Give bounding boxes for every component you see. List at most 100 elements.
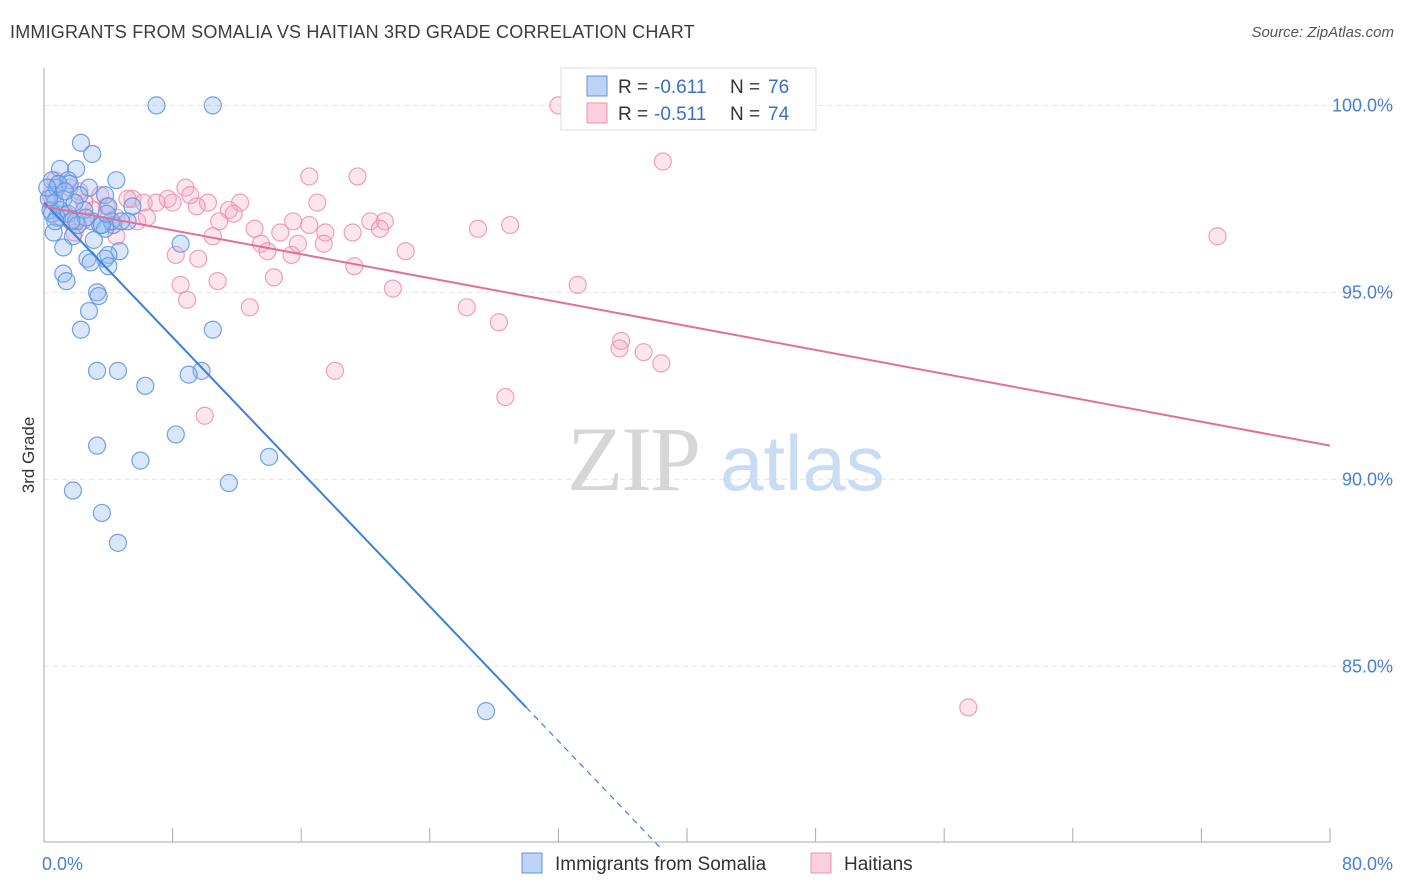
- legend-somalia-n-value: 76: [768, 77, 789, 98]
- somalia-point-58: [476, 702, 496, 721]
- haitian-point-2: [300, 167, 319, 186]
- legend-haitians-r-label: R =: [618, 104, 648, 125]
- haitian-point-12: [308, 193, 327, 212]
- somalia-point-65: [49, 174, 68, 194]
- haitian-point-31: [245, 219, 264, 238]
- x-ticks: [43, 828, 1331, 842]
- haitian-point-26: [300, 215, 319, 235]
- series-legend: Immigrants from Somalia Haitians: [521, 852, 913, 875]
- haitian-point-45: [189, 249, 208, 268]
- somalia-point-56: [92, 503, 111, 523]
- haitian-point-62: [195, 406, 214, 425]
- y-tick-label-95: 95.0%: [1342, 282, 1393, 302]
- haitian-point-17: [224, 204, 243, 223]
- haitian-point-24: [210, 212, 229, 231]
- somalia-point-32: [110, 242, 129, 261]
- haitian-point-35: [370, 219, 390, 238]
- somalia-point-6: [107, 171, 126, 190]
- y-tick-label-85: 85.0%: [1342, 656, 1393, 676]
- haitian-point-10: [198, 193, 218, 212]
- haitian-point-15: [187, 197, 206, 216]
- legend-haitians-n-label: N =: [730, 104, 760, 125]
- legend-somalia-r-label: R =: [618, 77, 648, 98]
- somalia-point-45: [87, 361, 107, 380]
- somalia-point-3: [83, 144, 102, 164]
- somalia-point-54: [219, 473, 238, 493]
- somalia-point-37: [99, 257, 118, 276]
- haitian-point-14: [147, 193, 166, 212]
- grid-lines: [44, 104, 1395, 667]
- x-tick-label-max: 80.0%: [1342, 854, 1393, 874]
- somalia-point-44: [203, 320, 222, 339]
- somalia-point-72: [38, 178, 57, 197]
- somalia-point-1: [203, 96, 222, 115]
- y-axis-label: 3rd Grade: [19, 417, 38, 494]
- haitian-point-49: [171, 275, 190, 294]
- somalia-points: [38, 96, 496, 721]
- somalia-point-46: [108, 361, 128, 380]
- haitian-point-60: [325, 361, 345, 380]
- haitian-point-50: [383, 279, 402, 298]
- haitian-point-58: [634, 343, 653, 362]
- haitian-point-47: [264, 268, 283, 287]
- somalia-point-48: [179, 365, 198, 384]
- somalia-point-18: [99, 197, 118, 216]
- haitian-point-42: [258, 242, 277, 261]
- somalia-point-57: [108, 533, 128, 552]
- haitian-point-34: [343, 223, 362, 242]
- haitian-point-59: [652, 354, 671, 373]
- haitian-point-30: [501, 215, 520, 235]
- haitian-point-41: [396, 242, 415, 261]
- legend-swatch-haitians: [586, 102, 608, 124]
- somalia-point-2: [71, 133, 91, 152]
- somalia-trend-line: [43, 201, 527, 709]
- somalia-point-27: [44, 223, 63, 242]
- haitian-point-53: [240, 298, 259, 317]
- watermark-atlas: atlas: [720, 419, 885, 507]
- series-legend-swatch-somalia: [521, 852, 543, 874]
- haitian-point-57: [610, 339, 629, 358]
- haitian-point-71: [158, 189, 177, 208]
- haitian-point-54: [457, 298, 476, 317]
- somalia-point-49: [136, 376, 155, 395]
- haitian-point-63: [1208, 227, 1227, 246]
- haitian-point-55: [489, 313, 509, 332]
- trend-lines: [43, 201, 1331, 851]
- legend-haitians-r-value: -0.511: [654, 104, 706, 125]
- legend-somalia-r-value: -0.611: [654, 77, 706, 98]
- legend-haitians-n-value: 74: [768, 104, 790, 125]
- haitians-points: [41, 96, 1227, 717]
- haitian-point-29: [468, 219, 488, 238]
- haitian-point-38: [288, 234, 308, 253]
- somalia-point-55: [63, 481, 83, 500]
- somalia-point-14: [95, 186, 115, 205]
- series-legend-label-somalia: Immigrants from Somalia: [555, 854, 767, 875]
- somalia-point-43: [71, 320, 91, 339]
- somalia-point-42: [79, 301, 99, 321]
- y-tick-label-90: 90.0%: [1342, 469, 1393, 489]
- y-tick-labels: 85.0% 90.0% 95.0% 100.0%: [1332, 95, 1393, 676]
- watermark: ZIP atlas: [567, 408, 885, 510]
- somalia-point-29: [84, 230, 103, 250]
- somalia-point-8: [79, 178, 99, 197]
- somalia-point-31: [54, 238, 73, 257]
- somalia-point-73: [62, 212, 81, 231]
- somalia-point-50: [166, 425, 185, 444]
- haitian-point-43: [282, 245, 301, 265]
- chart-source: Source: ZipAtlas.com: [1251, 24, 1394, 41]
- x-tick-label-min: 0.0%: [42, 854, 83, 874]
- haitians-trend-line: [43, 205, 1331, 447]
- haitian-point-33: [316, 223, 335, 242]
- haitian-point-52: [177, 290, 197, 309]
- haitian-point-27: [361, 212, 380, 231]
- haitian-point-32: [271, 223, 290, 242]
- y-tick-label-100: 100.0%: [1332, 95, 1393, 115]
- haitian-point-48: [208, 272, 227, 291]
- watermark-zip: ZIP: [567, 408, 699, 510]
- somalia-point-30: [171, 234, 190, 253]
- somalia-point-0: [147, 96, 166, 115]
- haitian-point-61: [496, 387, 515, 407]
- haitian-point-3: [348, 167, 367, 186]
- series-legend-swatch-haitians: [810, 852, 832, 874]
